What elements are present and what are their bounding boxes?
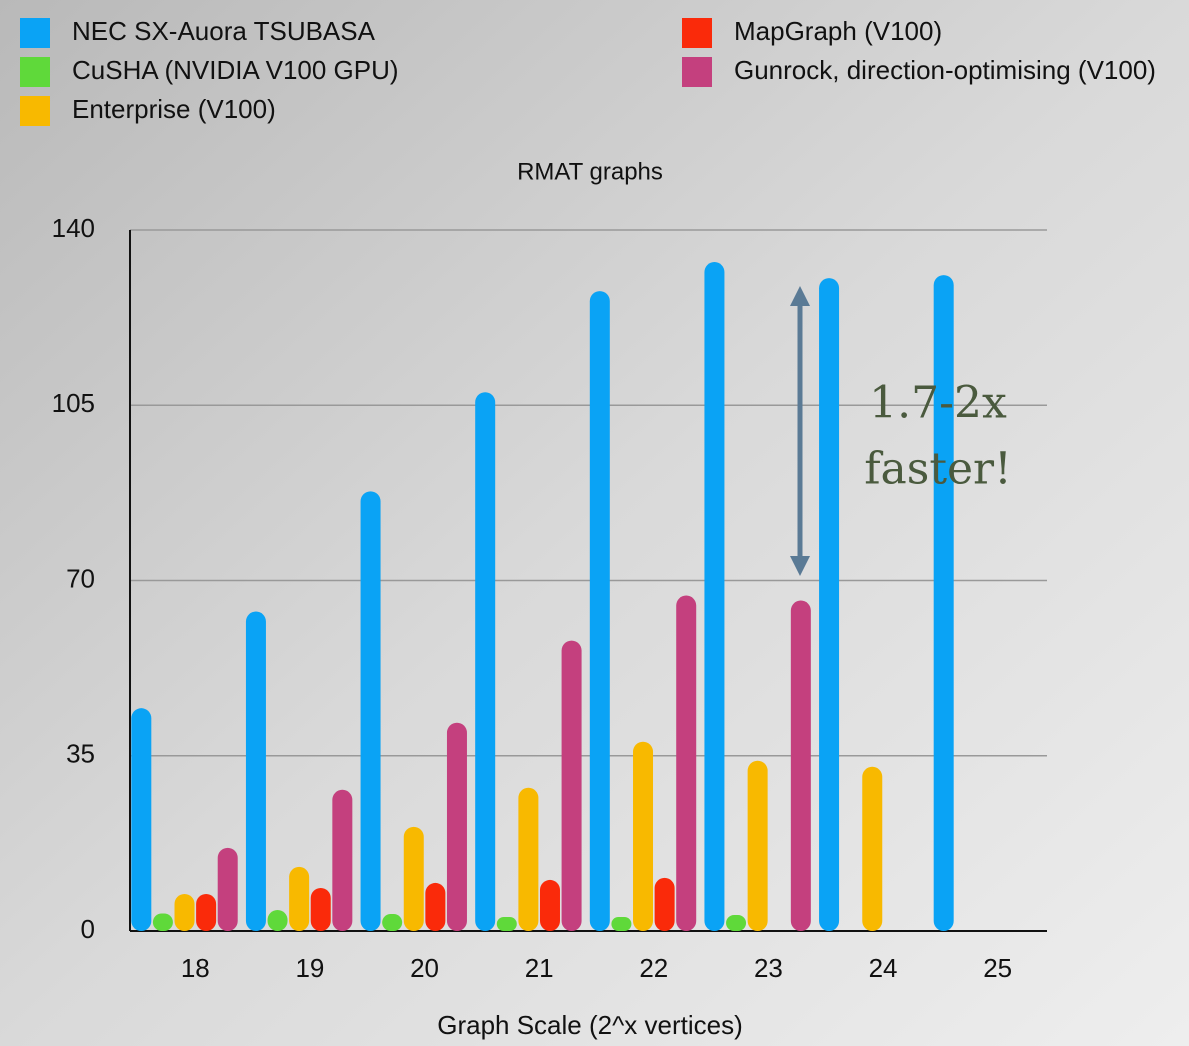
bar: [475, 392, 495, 931]
x-axis-label: Graph Scale (2^x vertices): [437, 1010, 743, 1040]
bar: [748, 761, 768, 931]
y-tick-label: 0: [81, 914, 95, 944]
x-tick-label: 20: [410, 953, 439, 983]
bar: [268, 910, 288, 931]
bar: [404, 827, 424, 931]
bar: [289, 867, 309, 931]
bar: [562, 641, 582, 931]
bar: [819, 278, 839, 931]
bar: [153, 913, 173, 931]
bar: [791, 601, 811, 931]
bar: [311, 888, 331, 931]
bar: [590, 291, 610, 931]
bar: [196, 894, 216, 931]
bar: [361, 491, 381, 931]
annotation: 1.7-2x: [869, 378, 1007, 429]
bar: [704, 262, 724, 931]
chart: RMAT graphs Graph Scale (2^x vertices) 0…: [0, 0, 1189, 1046]
bar: [447, 723, 467, 931]
legend-swatch: [682, 57, 712, 87]
y-tick-label: 140: [52, 213, 95, 243]
bar: [934, 275, 954, 931]
bar: [131, 708, 151, 931]
y-tick-label: 105: [52, 388, 95, 418]
bar: [246, 612, 266, 931]
bar: [633, 742, 653, 931]
bar: [540, 880, 560, 931]
bar: [726, 915, 746, 931]
x-tick-label: 23: [754, 953, 783, 983]
annotation: faster!: [864, 444, 1012, 495]
x-tick-label: 22: [639, 953, 668, 983]
legend-swatch: [20, 57, 50, 87]
bar: [862, 767, 882, 931]
bar: [332, 790, 352, 931]
bar: [518, 788, 538, 931]
x-tick-label: 24: [869, 953, 898, 983]
x-tick-label: 18: [181, 953, 210, 983]
bar: [611, 917, 631, 931]
x-tick-label: 21: [525, 953, 554, 983]
bar: [175, 894, 195, 931]
bar: [425, 883, 445, 931]
x-tick-label: 25: [983, 953, 1012, 983]
legend-label: CuSHA (NVIDIA V100 GPU): [72, 55, 399, 85]
legend-swatch: [20, 96, 50, 126]
bar: [218, 848, 238, 931]
legend-label: Gunrock, direction-optimising (V100): [734, 55, 1156, 85]
legend-label: MapGraph (V100): [734, 16, 942, 46]
bar: [676, 596, 696, 931]
chart-title: RMAT graphs: [517, 158, 663, 185]
y-tick-label: 35: [66, 739, 95, 769]
legend-swatch: [20, 18, 50, 48]
bar: [497, 917, 517, 931]
bar: [382, 914, 402, 931]
legend-swatch: [682, 18, 712, 48]
legend-label: Enterprise (V100): [72, 94, 276, 124]
bar: [655, 878, 675, 931]
y-tick-label: 70: [66, 563, 95, 593]
x-tick-label: 19: [295, 953, 324, 983]
legend-label: NEC SX-Auora TSUBASA: [72, 16, 376, 46]
